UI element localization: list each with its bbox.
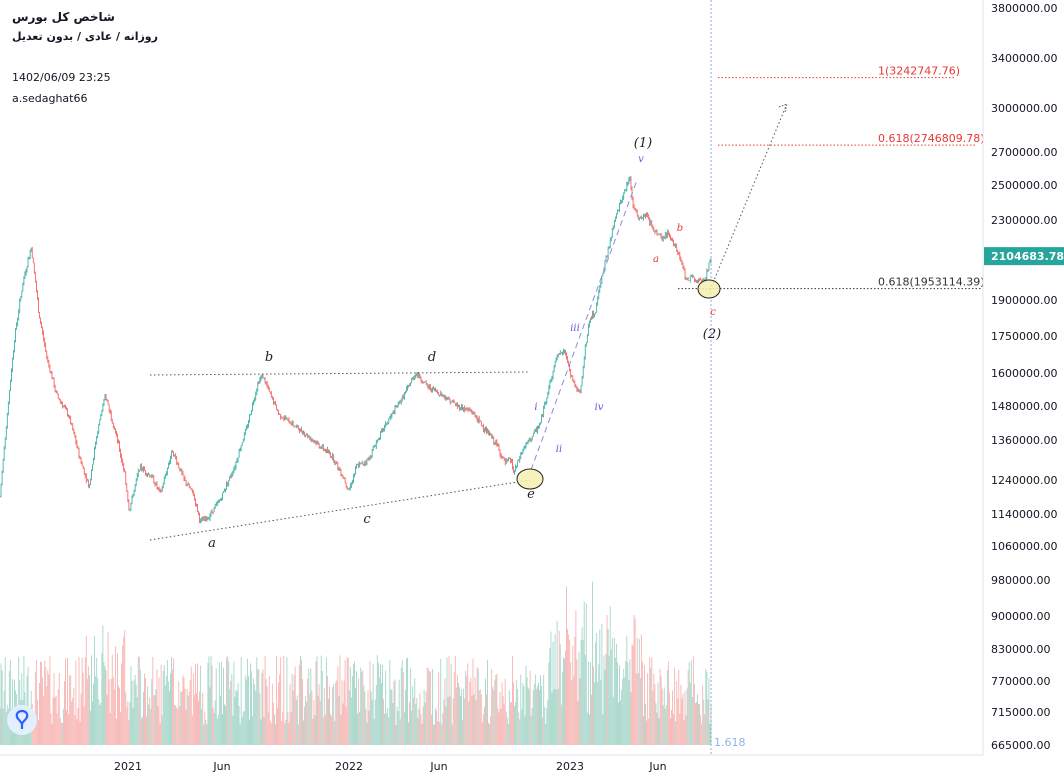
chart-title: شاخص کل بورس bbox=[12, 10, 115, 24]
wave-label: b bbox=[677, 223, 683, 234]
triangle-lower-line bbox=[149, 479, 531, 541]
time-tick-label: 2021 bbox=[114, 760, 142, 773]
price-tick-label: 1750000.00 bbox=[991, 330, 1057, 343]
chart-subtitle: روزانه / عادی / بدون تعدیل bbox=[12, 30, 158, 43]
price-tick-label: 1600000.00 bbox=[991, 367, 1057, 380]
time-tick-label: 2023 bbox=[556, 760, 584, 773]
price-tick-label: 900000.00 bbox=[991, 610, 1051, 623]
logo-icon bbox=[15, 709, 29, 729]
fib-level-label: 1(3242747.76) bbox=[878, 65, 960, 78]
price-tick-label: 770000.00 bbox=[991, 675, 1051, 688]
volume-indicator-label: 1.618 bbox=[714, 736, 746, 749]
fib-level-label: 0.618(1953114.39) bbox=[878, 276, 985, 289]
price-tick-label: 1140000.00 bbox=[991, 508, 1057, 521]
time-axis[interactable]: 2021 Jun 2022 Jun 2023 Jun bbox=[0, 754, 983, 773]
wave-label: e bbox=[527, 487, 535, 502]
wave-label: v bbox=[638, 154, 644, 165]
price-tick-label: 980000.00 bbox=[991, 574, 1051, 587]
wave-label: c bbox=[363, 512, 371, 527]
wave-2-highlight bbox=[697, 279, 721, 299]
tradingview-logo[interactable] bbox=[7, 705, 37, 735]
chart-author: a.sedaghat66 bbox=[12, 92, 88, 105]
wave-label: c bbox=[710, 307, 716, 318]
price-tick-label: 715000.00 bbox=[991, 706, 1051, 719]
wave-label: (2) bbox=[703, 327, 721, 342]
price-tick-label: 2300000.00 bbox=[991, 214, 1057, 227]
price-tick-label: 830000.00 bbox=[991, 643, 1051, 656]
last-price-badge bbox=[984, 247, 1064, 266]
triangle-upper-line bbox=[149, 371, 531, 376]
drawing-layer: 1(3242747.76) 0.618(2746809.78) 0.618(1953… bbox=[149, 0, 985, 755]
wave-label: ii bbox=[556, 444, 562, 455]
projection-arrow-head bbox=[778, 103, 788, 113]
time-tick-label: 2022 bbox=[335, 760, 363, 773]
price-tick-label: 2700000.00 bbox=[991, 146, 1057, 159]
wave-label: a bbox=[208, 536, 216, 551]
price-tick-label: 1360000.00 bbox=[991, 434, 1057, 447]
projection-arrow-line bbox=[709, 105, 787, 291]
fib-level-label: 0.618(2746809.78) bbox=[878, 132, 985, 145]
chart-datetime: 1402/06/09 23:25 bbox=[12, 71, 111, 84]
price-tick-label: 3400000.00 bbox=[991, 52, 1057, 65]
time-tick-label: Jun bbox=[212, 760, 230, 773]
price-tick-label: 2500000.00 bbox=[991, 179, 1057, 192]
wave-label: i bbox=[534, 402, 537, 413]
impulse-trend-line bbox=[530, 179, 638, 471]
price-tick-label: 3000000.00 bbox=[991, 102, 1057, 115]
wave-label: d bbox=[428, 350, 436, 365]
wave-label: (1) bbox=[634, 136, 652, 151]
last-price-label: 2104683.78 bbox=[991, 250, 1064, 263]
candle-layer bbox=[0, 176, 712, 524]
wave-e-highlight bbox=[516, 468, 544, 490]
wave-label: iii bbox=[570, 323, 580, 334]
price-tick-label: 1060000.00 bbox=[991, 540, 1057, 553]
price-tick-label: 3800000.00 bbox=[991, 2, 1057, 15]
price-tick-label: 665000.00 bbox=[991, 739, 1051, 752]
wave-label: b bbox=[265, 350, 273, 365]
volume-layer: 1.618 bbox=[0, 581, 746, 749]
price-tick-label: 1480000.00 bbox=[991, 400, 1057, 413]
time-tick-label: Jun bbox=[429, 760, 447, 773]
wave-label: a bbox=[653, 254, 659, 265]
wave-label: iv bbox=[595, 402, 604, 413]
time-tick-label: Jun bbox=[648, 760, 666, 773]
price-tick-label: 1240000.00 bbox=[991, 474, 1057, 487]
price-tick-label: 1900000.00 bbox=[991, 294, 1057, 307]
price-axis[interactable]: 3800000.00 3400000.00 3000000.00 2700000.00… bbox=[982, 0, 1064, 755]
